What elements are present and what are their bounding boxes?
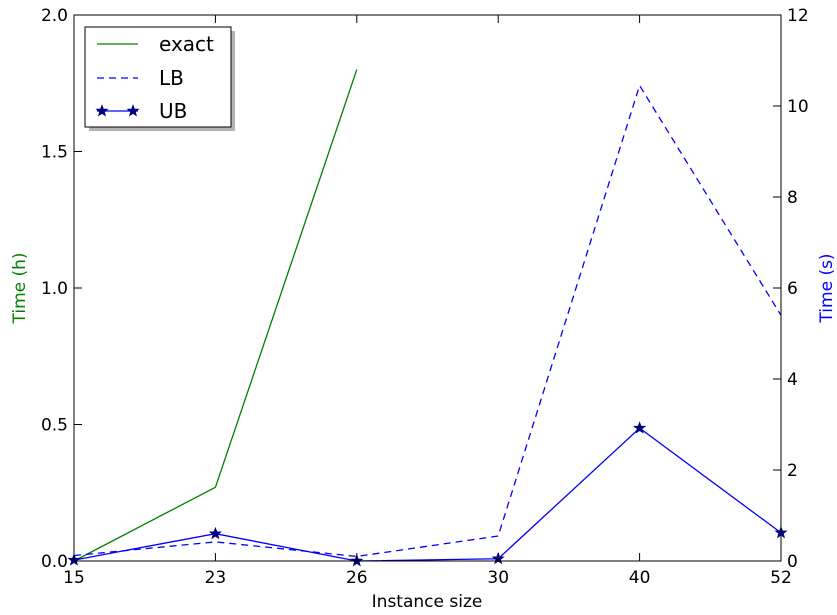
right-tick-label-5: 10 (787, 97, 809, 117)
left-tick-label-1: 0.5 (41, 416, 68, 436)
legend-ub-star-1 (126, 104, 140, 117)
axes-layer: 15 23 26 30 40 52 0.0 0.5 1.0 1.5 2.0 0 2 4 6 8 10 12 (41, 6, 809, 588)
legend-ub-markers (95, 104, 140, 117)
left-axis-label: Time (h) (10, 252, 30, 324)
series-ub-marker-23 (208, 526, 222, 540)
x-tick-label-52: 52 (770, 568, 792, 588)
series-ub-marker-40 (633, 421, 647, 434)
x-tick-label-30: 30 (487, 568, 509, 588)
left-tick-label-3: 1.5 (41, 143, 68, 163)
x-tick-label-15: 15 (63, 568, 85, 588)
left-tick-label-0: 0.0 (41, 552, 68, 572)
right-tick-label-6: 12 (787, 6, 809, 26)
x-tick-label-23: 23 (205, 568, 227, 588)
x-tick-label-26: 26 (346, 568, 368, 588)
right-tick-label-0: 0 (787, 552, 798, 572)
legend-ub-star-0 (95, 104, 109, 117)
right-axis-label: Time (s) (817, 253, 837, 323)
right-tick-label-2: 4 (787, 370, 798, 390)
left-tick-label-2: 1.0 (41, 279, 68, 299)
right-tick-label-1: 2 (787, 461, 798, 481)
legend-exact-label: exact (159, 32, 214, 56)
series-line-exact (73, 69, 358, 562)
legend-ub-label: UB (159, 99, 187, 123)
series-line-ub (73, 427, 782, 562)
left-tick-label-4: 2.0 (41, 6, 68, 26)
x-tick-label-40: 40 (629, 568, 651, 588)
legend-lb-label: LB (159, 66, 184, 90)
legend: exact LB UB (84, 26, 235, 131)
right-tick-label-3: 6 (787, 279, 798, 299)
x-axis-label: Instance size (372, 592, 483, 612)
right-tick-label-4: 8 (787, 188, 798, 208)
